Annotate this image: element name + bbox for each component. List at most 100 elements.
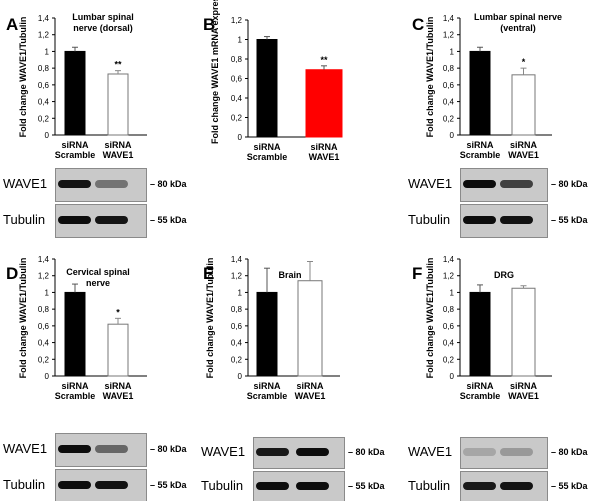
y-tick-label: 0,4	[38, 339, 50, 348]
panel-label: F	[412, 264, 423, 283]
x-tick-line: WAVE1	[308, 152, 340, 162]
blot-band	[95, 216, 128, 224]
y-tick-label: 0,6	[38, 322, 50, 331]
blot-label: WAVE1	[408, 444, 453, 459]
x-tick-line: siRNA	[61, 140, 89, 150]
x-tick-line: Scramble	[54, 150, 96, 160]
bar	[511, 287, 536, 377]
blot-band	[463, 448, 496, 456]
x-tick-label: siRNA WAVE1	[288, 381, 332, 401]
x-tick-line: WAVE1	[508, 150, 539, 160]
x-tick-line: siRNA	[466, 381, 494, 391]
chart-title: Lumbar spinal nerve (dorsal)	[72, 12, 134, 33]
blot-label: WAVE1	[201, 444, 246, 459]
y-tick-label: 0,4	[231, 94, 243, 103]
y-tick-label: 0	[238, 372, 243, 381]
x-tick-line: Scramble	[459, 150, 501, 160]
y-tick-label: 1	[450, 288, 455, 297]
y-tick-label: 1,2	[443, 31, 455, 40]
blot-band	[256, 482, 289, 490]
y-tick-label: 0	[450, 372, 455, 381]
y-tick-label: 0,8	[231, 305, 243, 314]
blot-band	[463, 180, 496, 188]
blot-label: Tubulin	[408, 212, 451, 227]
y-tick-label: 0,4	[443, 339, 455, 348]
x-tick-label: siRNA Scramble	[458, 381, 502, 401]
y-tick-label: 1,2	[38, 272, 50, 281]
bar	[469, 291, 491, 377]
blot-band	[500, 448, 533, 456]
y-tick-label: 1,2	[443, 272, 455, 281]
x-tick-line: siRNA	[61, 381, 89, 391]
x-tick-line: Scramble	[459, 391, 501, 401]
x-tick-label: siRNA WAVE1	[502, 140, 546, 160]
y-tick-label: 1,4	[443, 14, 455, 23]
blot-strip	[55, 204, 147, 238]
blot-band	[58, 216, 91, 224]
x-tick-line: WAVE1	[102, 150, 134, 160]
y-tick-label: 0,6	[231, 75, 243, 84]
x-tick-line: siRNA	[310, 142, 338, 152]
y-tick-label: 1,4	[38, 255, 50, 264]
blot-band	[500, 180, 533, 188]
y-tick-label: 0,2	[38, 355, 50, 364]
blot-band	[58, 445, 91, 453]
panel-label: C	[412, 15, 425, 34]
blot-label: WAVE1	[3, 176, 48, 191]
x-tick-line: Scramble	[54, 391, 96, 401]
x-tick-label: siRNA Scramble	[53, 381, 97, 401]
blot-band	[58, 180, 91, 188]
x-tick-line: siRNA	[104, 140, 132, 150]
bar	[297, 280, 323, 377]
x-tick-label: siRNA Scramble	[458, 140, 502, 160]
blot-band	[296, 482, 329, 490]
x-tick-line: WAVE1	[508, 391, 539, 401]
x-tick-label: siRNA WAVE1	[502, 381, 546, 401]
y-tick-label: 1,2	[231, 16, 243, 25]
molecular-weight-marker: – 80 kDa	[551, 179, 588, 189]
blot-label: WAVE1	[3, 441, 48, 456]
blot-band	[58, 481, 91, 489]
blot-band	[463, 482, 496, 490]
chart-title: Lumbar spinal nerve (ventral)	[473, 12, 563, 33]
significance-marker: *	[116, 307, 120, 317]
panel-label: E	[203, 264, 215, 283]
y-tick-label: 1,4	[231, 255, 243, 264]
molecular-weight-marker: – 55 kDa	[348, 481, 385, 491]
x-tick-line: siRNA	[296, 381, 324, 391]
blot-band	[463, 216, 496, 224]
y-tick-label: 0,8	[443, 305, 455, 314]
blot-label: Tubulin	[3, 477, 46, 492]
blot-band	[95, 445, 128, 453]
molecular-weight-marker: – 55 kDa	[150, 215, 187, 225]
chart-title: Cervical spinal nerve	[66, 267, 130, 288]
y-tick-label: 0,2	[443, 355, 455, 364]
y-tick-label: 1,4	[38, 14, 50, 23]
y-tick-label: 1	[238, 288, 243, 297]
x-tick-line: siRNA	[253, 381, 281, 391]
molecular-weight-marker: – 55 kDa	[551, 215, 588, 225]
y-tick-label: 0,6	[443, 322, 455, 331]
y-tick-label: 0,2	[443, 114, 455, 123]
x-tick-label: siRNA WAVE1	[302, 142, 346, 162]
blot-band	[256, 448, 289, 456]
blot-label: Tubulin	[3, 212, 46, 227]
blot-band	[95, 481, 128, 489]
y-tick-label: 0,4	[231, 339, 243, 348]
chart-title: Brain	[278, 270, 302, 280]
blot-band	[500, 216, 533, 224]
blot-band	[95, 180, 128, 188]
blot-label: Tubulin	[408, 478, 451, 493]
y-tick-label: 0,2	[38, 114, 50, 123]
blot-band	[500, 482, 533, 490]
significance-marker: **	[114, 60, 122, 70]
molecular-weight-marker: – 55 kDa	[150, 480, 187, 490]
x-tick-line: siRNA	[253, 142, 281, 152]
